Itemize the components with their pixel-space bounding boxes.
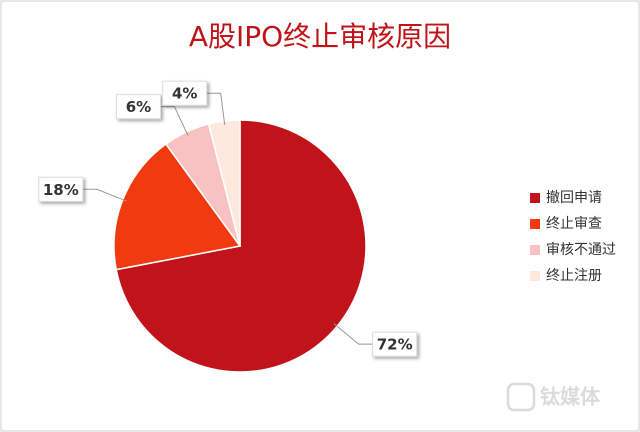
watermark-text: 钛媒体 — [540, 385, 601, 409]
label-box — [38, 176, 84, 202]
legend-label: 审核不通过 — [546, 242, 616, 258]
legend-label: 终止审查 — [546, 216, 602, 232]
leader-line — [333, 323, 373, 345]
leader-line — [82, 188, 127, 202]
legend-label: 撤回申请 — [546, 190, 602, 206]
label-box — [162, 80, 208, 106]
legend-swatch — [530, 193, 540, 203]
leader-line — [206, 92, 226, 126]
data-label: 4% — [172, 85, 197, 103]
label-box — [372, 331, 418, 357]
data-label: 18% — [43, 181, 79, 199]
data-label: 72% — [377, 336, 413, 354]
watermark: 钛媒体 — [506, 382, 601, 412]
legend-label: 终止注册 — [546, 268, 602, 284]
leader-line — [160, 106, 189, 136]
legend-swatch — [530, 271, 540, 281]
label-box — [115, 94, 161, 120]
chart-title: A股IPO终止审核原因 — [189, 20, 451, 53]
data-label: 6% — [126, 98, 151, 116]
legend-swatch — [530, 245, 540, 255]
watermark-icon — [506, 382, 536, 412]
legend-swatch — [530, 219, 540, 229]
